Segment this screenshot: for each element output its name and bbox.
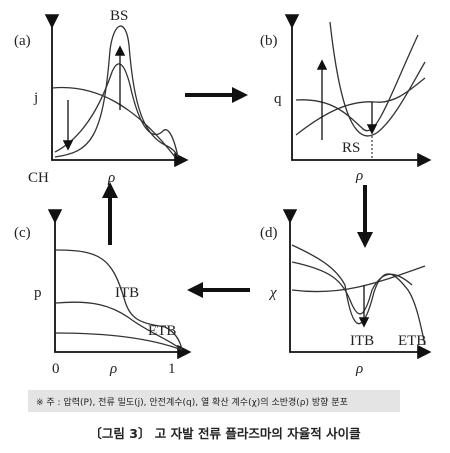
curve-label: ETB	[398, 333, 426, 349]
x-tick-label: 0	[52, 361, 60, 377]
panel-label: (b)	[260, 33, 278, 49]
curve-label: BS	[110, 8, 128, 24]
x-axis-label: ρ	[355, 361, 363, 377]
y-axis-label: p	[34, 285, 42, 301]
axes	[44, 14, 432, 360]
curves	[51, 21, 426, 351]
panel-label: (d)	[260, 225, 278, 241]
x-axis-label: ρ	[107, 170, 115, 186]
y-axis-label: χ	[268, 285, 277, 301]
note-box	[28, 390, 400, 412]
y-axis-label: j	[33, 90, 38, 106]
caption: 〔그림 3〕 고 자발 전류 플라즈마의 자율적 사이클	[89, 426, 361, 441]
curve-label: ITB	[115, 285, 139, 301]
x-axis-label: ρ	[109, 361, 117, 377]
curve-label: ITB	[350, 333, 374, 349]
y-axis-label: q	[274, 91, 282, 107]
curve-label: RS	[342, 140, 360, 156]
x-tick-label: 1	[168, 361, 176, 377]
panel-label: (c)	[14, 225, 31, 241]
curve-label: ETB	[148, 323, 176, 339]
cycle-arrows	[102, 87, 373, 298]
note: ※ 주 : 압력(P), 전류 밀도(j), 안전계수(q), 열 확산 계수(…	[36, 396, 348, 408]
x-axis-label: ρ	[355, 168, 363, 184]
corner-label: CH	[28, 170, 49, 186]
panel-label: (a)	[14, 33, 31, 49]
